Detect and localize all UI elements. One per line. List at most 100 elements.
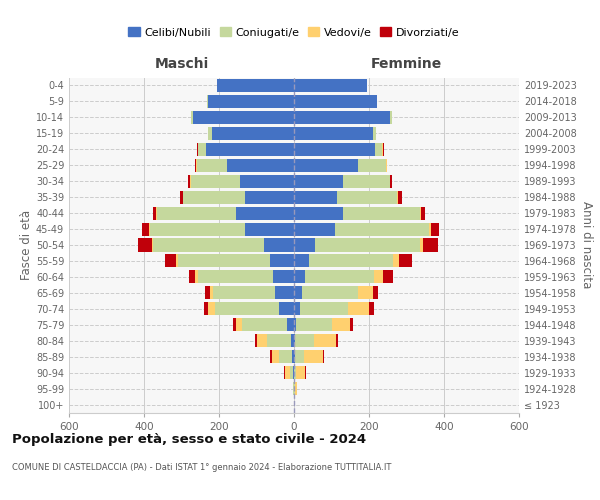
Bar: [204, 302, 208, 316]
Bar: [294, 222, 335, 235]
Bar: [293, 382, 294, 395]
Bar: [279, 350, 292, 363]
Bar: [299, 302, 349, 316]
Bar: [350, 318, 353, 332]
Text: Maschi: Maschi: [154, 57, 209, 71]
Bar: [296, 318, 331, 332]
Bar: [233, 318, 236, 332]
Bar: [271, 350, 279, 363]
Bar: [199, 142, 206, 156]
Bar: [389, 174, 391, 188]
Bar: [294, 334, 295, 347]
Bar: [179, 190, 182, 203]
Bar: [275, 286, 294, 300]
Bar: [383, 270, 392, 283]
Bar: [335, 222, 429, 235]
Text: Femmine: Femmine: [371, 57, 442, 71]
Bar: [295, 334, 314, 347]
Bar: [419, 206, 421, 220]
Bar: [245, 222, 294, 235]
Bar: [199, 270, 274, 283]
Bar: [421, 206, 425, 220]
Y-axis label: Anni di nascita: Anni di nascita: [580, 202, 593, 288]
Bar: [205, 286, 209, 300]
Bar: [279, 302, 294, 316]
Bar: [294, 174, 343, 188]
Bar: [394, 254, 399, 268]
Bar: [304, 350, 323, 363]
Bar: [152, 206, 157, 220]
Bar: [245, 190, 294, 203]
Legend: Celibi/Nubili, Coniugati/e, Vedovi/e, Divorziati/e: Celibi/Nubili, Coniugati/e, Vedovi/e, Di…: [124, 23, 464, 42]
Bar: [399, 254, 412, 268]
Bar: [294, 366, 296, 379]
Bar: [193, 111, 294, 124]
Bar: [154, 238, 264, 252]
Bar: [358, 286, 373, 300]
Bar: [293, 366, 294, 379]
Bar: [290, 366, 293, 379]
Bar: [208, 127, 212, 140]
Bar: [206, 142, 294, 156]
Bar: [294, 206, 343, 220]
Y-axis label: Fasce di età: Fasce di età: [20, 210, 33, 280]
Bar: [309, 254, 394, 268]
Bar: [294, 111, 389, 124]
Bar: [382, 142, 383, 156]
Bar: [294, 238, 314, 252]
Bar: [196, 158, 197, 172]
Bar: [294, 350, 295, 363]
Bar: [373, 127, 376, 140]
Bar: [369, 302, 373, 316]
Bar: [178, 254, 269, 268]
Bar: [190, 174, 191, 188]
Bar: [374, 270, 383, 283]
Bar: [305, 270, 374, 283]
Bar: [191, 174, 239, 188]
Bar: [151, 238, 154, 252]
Bar: [196, 270, 199, 283]
Bar: [176, 254, 178, 268]
Bar: [197, 142, 199, 156]
Bar: [296, 366, 305, 379]
Bar: [389, 111, 392, 124]
Bar: [294, 79, 367, 92]
Bar: [397, 190, 398, 203]
Bar: [294, 286, 302, 300]
Bar: [295, 350, 304, 363]
Bar: [227, 158, 294, 172]
Bar: [431, 222, 439, 235]
Bar: [184, 190, 245, 203]
Bar: [215, 302, 279, 316]
Bar: [343, 174, 389, 188]
Bar: [294, 318, 296, 332]
Bar: [212, 127, 294, 140]
Bar: [241, 318, 287, 332]
Bar: [424, 238, 439, 252]
Bar: [209, 286, 214, 300]
Bar: [217, 79, 294, 92]
Bar: [295, 382, 296, 395]
Bar: [373, 286, 379, 300]
Bar: [284, 366, 290, 379]
Bar: [194, 158, 196, 172]
Bar: [292, 350, 294, 363]
Text: COMUNE DI CASTELDACCIA (PA) - Dati ISTAT 1° gennaio 2024 - Elaborazione TUTTITAL: COMUNE DI CASTELDACCIA (PA) - Dati ISTAT…: [12, 462, 391, 471]
Bar: [188, 270, 196, 283]
Bar: [343, 206, 419, 220]
Bar: [188, 174, 190, 188]
Bar: [429, 222, 431, 235]
Bar: [337, 334, 338, 347]
Bar: [236, 318, 241, 332]
Bar: [239, 174, 294, 188]
Bar: [302, 286, 358, 300]
Bar: [294, 302, 299, 316]
Bar: [214, 286, 275, 300]
Bar: [207, 95, 208, 108]
Bar: [305, 366, 306, 379]
Bar: [291, 334, 294, 347]
Bar: [142, 222, 149, 235]
Bar: [294, 270, 305, 283]
Bar: [149, 222, 245, 235]
Bar: [391, 174, 392, 188]
